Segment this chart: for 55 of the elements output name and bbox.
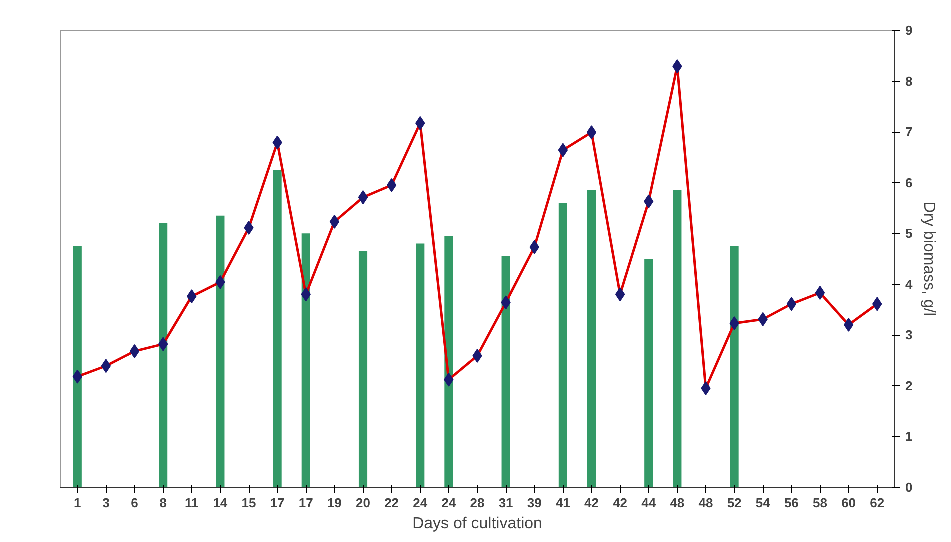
bar bbox=[587, 190, 596, 488]
bar bbox=[444, 236, 454, 488]
y-tick-label: 3 bbox=[906, 328, 913, 343]
x-tick-label: 14 bbox=[213, 496, 228, 510]
bar bbox=[159, 223, 168, 488]
x-tick-label: 15 bbox=[242, 496, 256, 510]
x-tick-label: 8 bbox=[160, 496, 167, 510]
bar bbox=[730, 246, 739, 488]
bar bbox=[73, 246, 82, 488]
x-tick-label: 60 bbox=[842, 496, 856, 510]
x-tick-label: 20 bbox=[356, 496, 370, 510]
bar bbox=[358, 251, 368, 488]
x-tick-label: 19 bbox=[327, 496, 342, 510]
x-tick-label: 48 bbox=[670, 496, 685, 510]
x-tick-label: 1 bbox=[74, 496, 82, 510]
x-tick-label: 24 bbox=[413, 496, 428, 510]
x-tick-label: 17 bbox=[270, 496, 285, 510]
x-tick-label: 31 bbox=[498, 496, 514, 510]
bar bbox=[673, 190, 682, 488]
y-tick-label: 6 bbox=[906, 175, 913, 190]
y-tick-label: 8 bbox=[906, 74, 913, 89]
bar bbox=[302, 234, 310, 488]
x-tick-label: 24 bbox=[442, 496, 457, 510]
bar bbox=[502, 256, 510, 488]
x-tick-label: 11 bbox=[185, 496, 199, 510]
x-tick-label: 52 bbox=[727, 496, 742, 510]
y-tick-label: 9 bbox=[906, 23, 913, 38]
x-tick-label: 22 bbox=[384, 496, 400, 510]
x-tick-label: 48 bbox=[698, 496, 714, 510]
bar bbox=[416, 244, 425, 488]
x-tick-label: 42 bbox=[584, 496, 599, 510]
x-tick-label: 39 bbox=[527, 496, 542, 510]
x-tick-label: 41 bbox=[556, 496, 570, 510]
x-tick-label: 62 bbox=[870, 496, 885, 510]
x-axis-title: Days of cultivation bbox=[412, 516, 542, 532]
x-tick-label: 28 bbox=[470, 496, 485, 510]
x-tick-label: 17 bbox=[298, 496, 314, 510]
y-tick-label: 2 bbox=[906, 378, 913, 394]
x-tick-label: 42 bbox=[613, 496, 628, 510]
bar bbox=[644, 259, 654, 488]
y-tick-label: 0 bbox=[906, 480, 913, 495]
bar bbox=[273, 170, 282, 488]
y-tick-label: 5 bbox=[906, 226, 913, 242]
x-tick-label: 6 bbox=[131, 496, 138, 510]
x-tick-label: 3 bbox=[102, 496, 110, 510]
x-tick-label: 44 bbox=[642, 496, 657, 510]
x-tick-label: 56 bbox=[784, 496, 799, 510]
x-tick-label: 58 bbox=[813, 496, 828, 510]
y-tick-label: 4 bbox=[906, 276, 914, 292]
y-axis-title: Dry biomass, g/l bbox=[920, 202, 938, 316]
y-tick-label: 1 bbox=[906, 429, 913, 444]
bar bbox=[558, 203, 568, 488]
bar bbox=[216, 216, 225, 488]
x-tick-label: 54 bbox=[756, 496, 772, 510]
y-tick-label: 7 bbox=[906, 124, 913, 140]
